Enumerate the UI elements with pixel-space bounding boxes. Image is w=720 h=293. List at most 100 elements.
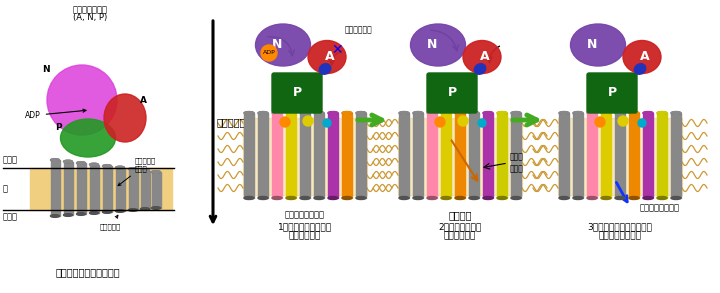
Text: N: N bbox=[587, 38, 597, 52]
Ellipse shape bbox=[89, 163, 99, 166]
Ellipse shape bbox=[469, 112, 479, 115]
Bar bbox=[511, 113, 521, 198]
Text: ✕: ✕ bbox=[331, 43, 343, 57]
Text: N: N bbox=[272, 38, 282, 52]
Text: 膜: 膜 bbox=[3, 185, 8, 193]
Ellipse shape bbox=[319, 64, 330, 74]
Bar bbox=[244, 113, 254, 198]
Text: P: P bbox=[292, 86, 302, 100]
Ellipse shape bbox=[63, 160, 73, 163]
Ellipse shape bbox=[573, 197, 583, 200]
Circle shape bbox=[323, 119, 331, 127]
Bar bbox=[671, 113, 681, 198]
Ellipse shape bbox=[76, 213, 86, 215]
Ellipse shape bbox=[140, 208, 150, 210]
Bar bbox=[314, 113, 324, 198]
Ellipse shape bbox=[356, 197, 366, 200]
Bar bbox=[140, 171, 150, 209]
Ellipse shape bbox=[474, 64, 486, 74]
Ellipse shape bbox=[427, 112, 437, 115]
Ellipse shape bbox=[286, 112, 296, 115]
Bar bbox=[63, 161, 73, 215]
Ellipse shape bbox=[328, 197, 338, 200]
Ellipse shape bbox=[272, 112, 282, 115]
Ellipse shape bbox=[308, 40, 346, 74]
Circle shape bbox=[618, 116, 628, 126]
Bar bbox=[398, 118, 522, 195]
Text: ADP: ADP bbox=[263, 50, 275, 55]
Bar bbox=[89, 164, 99, 213]
Ellipse shape bbox=[102, 165, 112, 167]
Ellipse shape bbox=[410, 24, 466, 66]
Ellipse shape bbox=[314, 197, 324, 200]
Ellipse shape bbox=[258, 112, 268, 115]
Ellipse shape bbox=[63, 214, 73, 216]
Ellipse shape bbox=[427, 197, 437, 200]
Text: A: A bbox=[480, 50, 490, 64]
Bar bbox=[629, 113, 639, 198]
Ellipse shape bbox=[342, 197, 352, 200]
Ellipse shape bbox=[47, 65, 117, 135]
Bar bbox=[483, 113, 493, 198]
Bar bbox=[342, 113, 352, 198]
Bar bbox=[243, 118, 367, 195]
Text: 1．細胞質ドメインの: 1．細胞質ドメインの bbox=[278, 222, 332, 231]
Ellipse shape bbox=[455, 112, 465, 115]
Ellipse shape bbox=[573, 112, 583, 115]
Ellipse shape bbox=[286, 197, 296, 200]
Bar bbox=[413, 113, 423, 198]
Ellipse shape bbox=[455, 197, 465, 200]
Circle shape bbox=[435, 117, 445, 127]
Ellipse shape bbox=[50, 159, 60, 161]
Ellipse shape bbox=[463, 40, 501, 74]
FancyBboxPatch shape bbox=[272, 73, 322, 113]
Ellipse shape bbox=[629, 197, 639, 200]
Bar bbox=[469, 113, 479, 198]
Text: A: A bbox=[325, 50, 335, 64]
Text: (A, N, P): (A, N, P) bbox=[73, 13, 107, 22]
Ellipse shape bbox=[441, 112, 451, 115]
Bar bbox=[615, 113, 625, 198]
Text: N: N bbox=[42, 65, 50, 74]
Bar bbox=[50, 160, 60, 216]
Ellipse shape bbox=[140, 169, 150, 172]
Text: 中間状態: 中間状態 bbox=[449, 210, 472, 220]
Text: 小胞体: 小胞体 bbox=[3, 212, 18, 221]
Ellipse shape bbox=[300, 112, 310, 115]
Text: 2．膜質通部位の: 2．膜質通部位の bbox=[438, 222, 482, 231]
Ellipse shape bbox=[104, 94, 146, 142]
Ellipse shape bbox=[483, 112, 493, 115]
Ellipse shape bbox=[151, 171, 161, 173]
FancyBboxPatch shape bbox=[587, 73, 637, 113]
Ellipse shape bbox=[115, 210, 125, 212]
Bar bbox=[573, 113, 583, 198]
Ellipse shape bbox=[256, 24, 310, 66]
Ellipse shape bbox=[128, 209, 138, 211]
Ellipse shape bbox=[511, 112, 521, 115]
Bar bbox=[657, 113, 667, 198]
Bar bbox=[76, 163, 86, 214]
Circle shape bbox=[280, 117, 290, 127]
Text: 3．小胞体側のゲート開き: 3．小胞体側のゲート開き bbox=[588, 222, 652, 231]
Ellipse shape bbox=[128, 168, 138, 170]
Ellipse shape bbox=[671, 197, 681, 200]
Text: 構造が動く: 構造が動く bbox=[289, 231, 321, 240]
Bar bbox=[151, 172, 161, 208]
Circle shape bbox=[303, 116, 313, 126]
Ellipse shape bbox=[399, 197, 409, 200]
Ellipse shape bbox=[272, 197, 282, 200]
Ellipse shape bbox=[102, 211, 112, 213]
Ellipse shape bbox=[657, 197, 667, 200]
Bar bbox=[441, 113, 451, 198]
Ellipse shape bbox=[356, 112, 366, 115]
Ellipse shape bbox=[601, 112, 611, 115]
Ellipse shape bbox=[601, 197, 611, 200]
Bar bbox=[258, 113, 268, 198]
Ellipse shape bbox=[629, 112, 639, 115]
Ellipse shape bbox=[623, 40, 661, 74]
Text: 細胞質: 細胞質 bbox=[3, 155, 18, 164]
Text: A: A bbox=[140, 96, 147, 105]
Ellipse shape bbox=[399, 112, 409, 115]
Ellipse shape bbox=[570, 24, 626, 66]
Bar bbox=[128, 169, 138, 210]
